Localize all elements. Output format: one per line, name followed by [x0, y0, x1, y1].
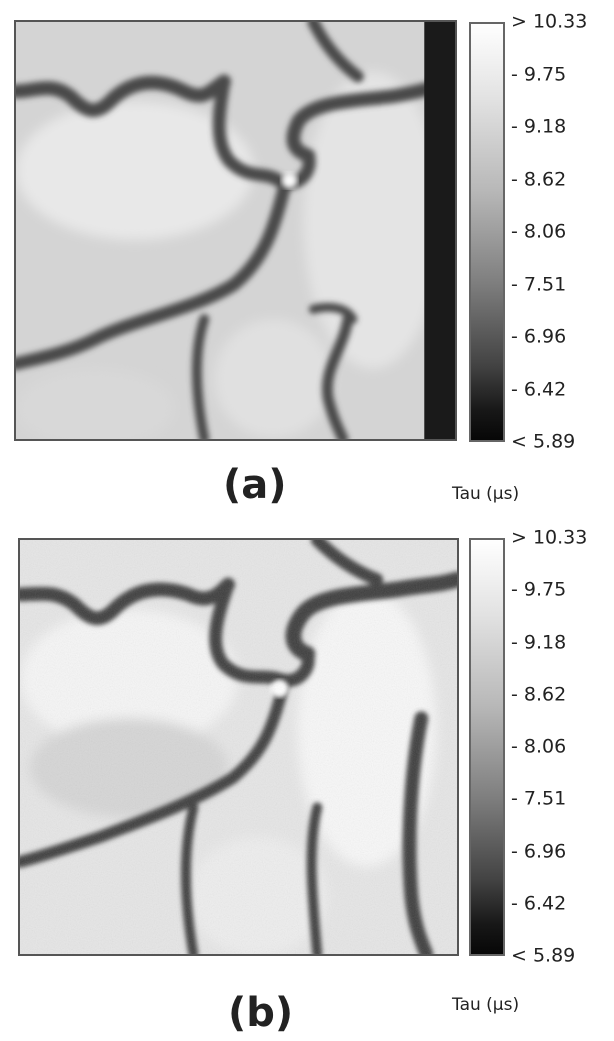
color-scale-ticks-a: > 10.33 - 9.75 - 9.18 - 8.62 - 8.06 - 7.… — [511, 12, 611, 451]
scale-tick: > 10.33 — [511, 10, 588, 33]
lifetime-map-a — [14, 20, 457, 441]
scale-tick: - 6.96 — [511, 325, 567, 348]
panel-b: > 10.33 - 9.75 - 9.18 - 8.62 - 8.06 - 7.… — [0, 520, 614, 1041]
scale-tick: - 9.18 — [511, 115, 567, 138]
color-scale-bar-b — [469, 538, 505, 956]
scale-tick: - 9.75 — [511, 578, 567, 601]
lifetime-image-b — [20, 540, 457, 954]
scale-tick: > 10.33 — [511, 526, 588, 549]
lifetime-map-b — [18, 538, 459, 956]
scale-tick: - 8.62 — [511, 168, 567, 190]
panel-a: > 10.33 - 9.75 - 9.18 - 8.62 - 8.06 - 7.… — [0, 0, 614, 520]
scale-tick: - 7.51 — [511, 273, 567, 295]
scale-tick: - 9.18 — [511, 631, 567, 653]
scale-tick: < 5.89 — [511, 430, 576, 453]
scale-tick: - 6.96 — [511, 840, 567, 862]
scale-tick: - 7.51 — [511, 787, 567, 810]
scale-tick: - 6.42 — [511, 378, 567, 400]
scale-tick: - 9.75 — [511, 63, 567, 85]
color-scale-bar-a — [469, 22, 505, 442]
scale-tick: - 8.06 — [511, 735, 567, 758]
panel-label-b: (b) — [228, 990, 294, 1036]
panel-label-a: (a) — [223, 462, 287, 508]
lifetime-image-a — [16, 22, 455, 439]
scale-tick: - 6.42 — [511, 892, 567, 915]
scale-tick: < 5.89 — [511, 944, 576, 967]
scale-tick: - 8.62 — [511, 683, 567, 706]
color-scale-ticks-b: > 10.33 - 9.75 - 9.18 - 8.62 - 8.06 - 7.… — [511, 528, 611, 965]
scale-unit-label-b: Tau (μs) — [452, 995, 520, 1015]
scale-unit-label-a: Tau (μs) — [452, 484, 520, 504]
scale-tick: - 8.06 — [511, 220, 567, 243]
